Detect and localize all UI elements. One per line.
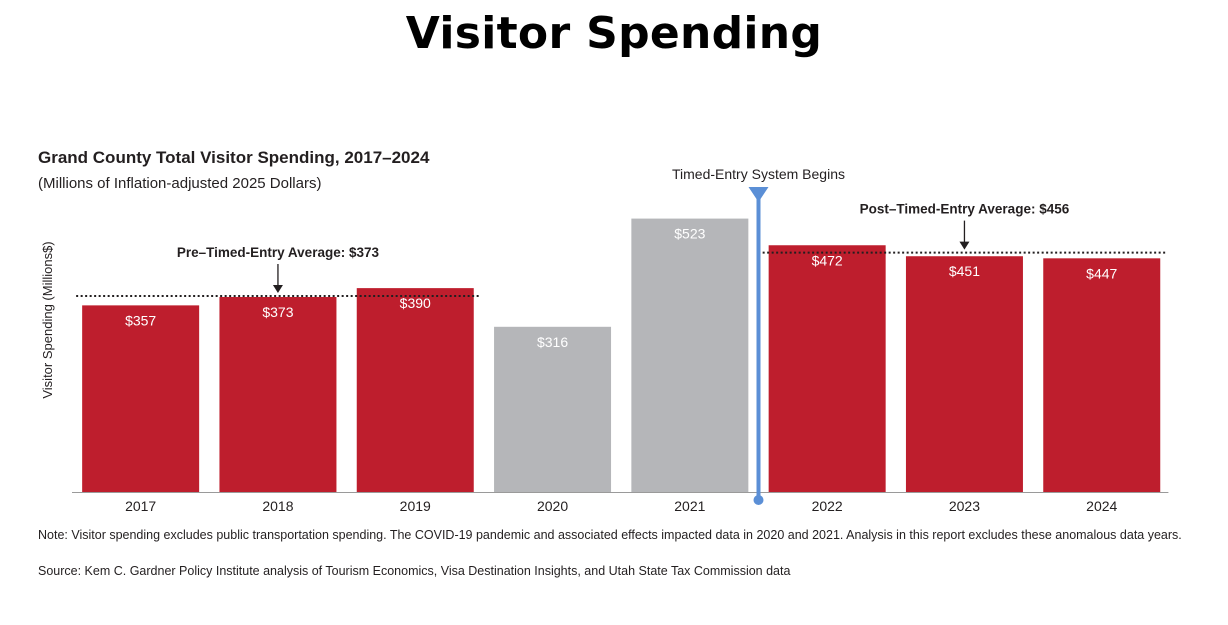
timed-entry-marker-label: Timed-Entry System Begins bbox=[672, 166, 845, 182]
bar-2017 bbox=[82, 305, 200, 492]
value-label-2017: $357 bbox=[125, 312, 156, 328]
value-label-2023: $451 bbox=[949, 263, 980, 279]
x-tick-label-2020: 2020 bbox=[537, 498, 568, 514]
chart-title: Grand County Total Visitor Spending, 201… bbox=[38, 148, 430, 167]
bar-2023 bbox=[905, 256, 1023, 492]
x-tick-label-2023: 2023 bbox=[949, 498, 980, 514]
chart-subtitle: (Millions of Inflation-adjusted 2025 Dol… bbox=[38, 175, 322, 192]
x-tick-label-2019: 2019 bbox=[400, 498, 431, 514]
bar-2022 bbox=[768, 245, 886, 492]
post-timed-entry-average-label: Post–Timed-Entry Average: $456 bbox=[860, 202, 1070, 217]
value-label-2022: $472 bbox=[812, 252, 843, 268]
chart-source: Source: Kem C. Gardner Policy Institute … bbox=[38, 564, 791, 578]
x-tick-label-2021: 2021 bbox=[674, 498, 705, 514]
value-label-2020: $316 bbox=[537, 334, 568, 350]
value-label-2024: $447 bbox=[1086, 265, 1117, 281]
pre-timed-entry-average-label: Pre–Timed-Entry Average: $373 bbox=[177, 245, 380, 260]
x-tick-label-2017: 2017 bbox=[125, 498, 156, 514]
x-tick-label-2024: 2024 bbox=[1086, 498, 1117, 514]
bar-2020 bbox=[494, 326, 612, 492]
value-label-2018: $373 bbox=[262, 304, 293, 320]
value-label-2019: $390 bbox=[400, 295, 431, 311]
post-timed-entry-arrow-icon bbox=[959, 241, 970, 250]
chart-note: Note: Visitor spending excludes public t… bbox=[38, 528, 1182, 542]
y-axis-label: Visitor Spending (Millions$) bbox=[40, 241, 55, 398]
value-label-2021: $523 bbox=[674, 226, 705, 242]
timed-entry-marker-dot-icon bbox=[753, 495, 764, 505]
timed-entry-marker-triangle-icon bbox=[748, 187, 769, 202]
bar-2018 bbox=[219, 297, 337, 492]
x-tick-label-2022: 2022 bbox=[812, 498, 843, 514]
pre-timed-entry-arrow-icon bbox=[272, 285, 283, 294]
page-title: Visitor Spending bbox=[405, 8, 823, 59]
bar-2024 bbox=[1043, 258, 1161, 492]
bar-2019 bbox=[356, 288, 474, 492]
x-tick-label-2018: 2018 bbox=[262, 498, 293, 514]
bar-2021 bbox=[631, 218, 749, 492]
